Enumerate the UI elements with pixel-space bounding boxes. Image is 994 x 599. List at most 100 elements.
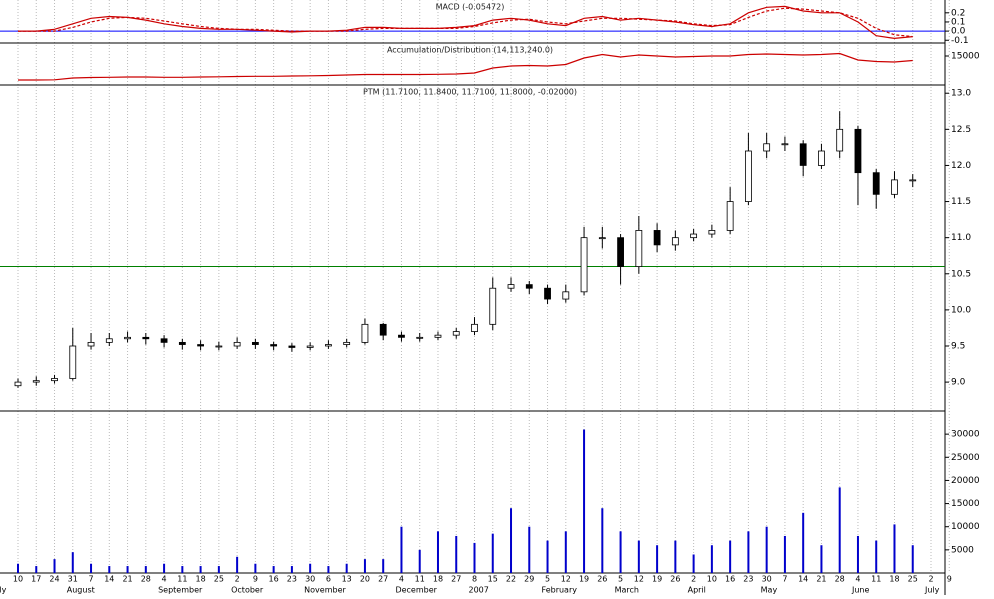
- volume-bar: [436, 531, 439, 573]
- x-tick-label: 26: [597, 575, 607, 584]
- y-tick-label: 12.0: [951, 161, 971, 171]
- y-tick-label: 20000: [951, 476, 980, 486]
- volume-bar: [455, 535, 458, 573]
- candle-body: [416, 336, 424, 339]
- y-tick-label: 5000: [951, 545, 974, 555]
- x-tick-label: 13: [342, 575, 352, 584]
- volume-bar: [90, 563, 93, 573]
- candle-body: [745, 150, 752, 202]
- month-label: July: [0, 586, 7, 595]
- y-tick-label: 9.5: [951, 342, 965, 352]
- x-tick-label: 25: [214, 575, 224, 584]
- volume-bar: [382, 559, 385, 573]
- candle-body: [690, 233, 698, 239]
- y-tick-label: -0.1: [951, 36, 969, 46]
- volume-bar: [564, 531, 567, 573]
- line-series: [18, 7, 913, 38]
- x-tick-label: 31: [68, 575, 78, 584]
- month-label: September: [158, 586, 203, 595]
- y-tick-label: 0.1: [951, 17, 965, 27]
- volume-bar: [674, 540, 677, 573]
- candle-body: [398, 334, 405, 338]
- volume-bar: [290, 566, 293, 573]
- volume-bar: [491, 533, 494, 573]
- volume-bar: [820, 545, 823, 573]
- candle-body: [251, 341, 259, 345]
- candle-body: [580, 237, 588, 293]
- x-tick-label: 2: [928, 575, 933, 584]
- candle-body: [51, 378, 58, 382]
- x-tick-label: 23: [743, 575, 753, 584]
- candle-body: [197, 344, 205, 347]
- candle-body: [818, 150, 825, 166]
- x-tick-label: 24: [49, 575, 59, 584]
- candle-body: [233, 341, 241, 347]
- volume-bar: [345, 563, 348, 573]
- volume-bar: [601, 508, 604, 573]
- candle-body: [854, 128, 862, 174]
- volume-bar: [327, 566, 330, 573]
- x-tick-label: 18: [196, 575, 206, 584]
- volume-bar: [163, 563, 166, 573]
- x-tick-label: 18: [889, 575, 899, 584]
- month-label: June: [851, 586, 870, 595]
- volume-bar: [637, 540, 640, 573]
- y-tick-label: 30000: [951, 430, 980, 440]
- month-label: 2007: [469, 586, 489, 595]
- x-tick-label: 20: [360, 575, 370, 584]
- x-tick-label: 2: [691, 575, 696, 584]
- x-tick-label: 28: [141, 575, 151, 584]
- candle-body: [105, 338, 113, 343]
- volume-bar: [473, 542, 476, 573]
- candle-body: [507, 284, 515, 289]
- candle-body: [434, 334, 442, 338]
- candle-body: [781, 143, 789, 146]
- candle-body: [671, 237, 679, 246]
- x-tick-label: 22: [506, 575, 516, 584]
- volume-bar: [783, 535, 786, 573]
- x-tick-label: 5: [545, 575, 550, 584]
- volume-bar: [838, 487, 841, 573]
- x-tick-label: 23: [287, 575, 297, 584]
- candle-body: [891, 179, 898, 195]
- candle-body: [617, 237, 624, 267]
- candle-body: [379, 323, 387, 336]
- x-tick-label: 11: [177, 575, 187, 584]
- volume-bar: [217, 566, 220, 573]
- volume-bar: [546, 540, 549, 573]
- candle-body: [325, 344, 332, 347]
- x-tick-label: 7: [88, 575, 93, 584]
- candle-body: [836, 128, 844, 152]
- volume-bar: [893, 524, 896, 573]
- x-tick-label: 16: [269, 575, 279, 584]
- candle-body: [87, 341, 95, 347]
- x-tick-label: 19: [579, 575, 589, 584]
- line-series: [18, 52, 913, 81]
- volume-bar: [856, 535, 859, 573]
- y-tick-label: 12.5: [951, 125, 971, 135]
- x-tick-label: 21: [816, 575, 826, 584]
- candle-body: [471, 323, 478, 332]
- candle-body: [635, 230, 643, 267]
- x-tick-label: 10: [13, 575, 23, 584]
- month-label: November: [304, 586, 346, 595]
- x-tick-label: 11: [871, 575, 881, 584]
- candle-body: [525, 284, 533, 289]
- line-series: [18, 5, 913, 40]
- panel-title: PTM (11.7100, 11.8400, 11.7100, 11.8000,…: [363, 88, 577, 97]
- candle-body: [872, 172, 880, 195]
- volume-bar: [656, 545, 659, 573]
- month-label: December: [395, 586, 437, 595]
- x-tick-label: 12: [634, 575, 644, 584]
- x-tick-label: 9: [947, 575, 952, 584]
- x-tick-label: 29: [524, 575, 534, 584]
- volume-bar: [53, 559, 56, 573]
- candle-body: [544, 287, 551, 300]
- y-tick-label: 10.5: [951, 269, 971, 279]
- candle-body: [343, 341, 351, 345]
- candle-body: [288, 345, 296, 348]
- x-tick-label: 17: [31, 575, 41, 584]
- volume-bar: [911, 545, 914, 573]
- y-tick-label: 11.5: [951, 197, 971, 207]
- volume-bar: [71, 552, 74, 573]
